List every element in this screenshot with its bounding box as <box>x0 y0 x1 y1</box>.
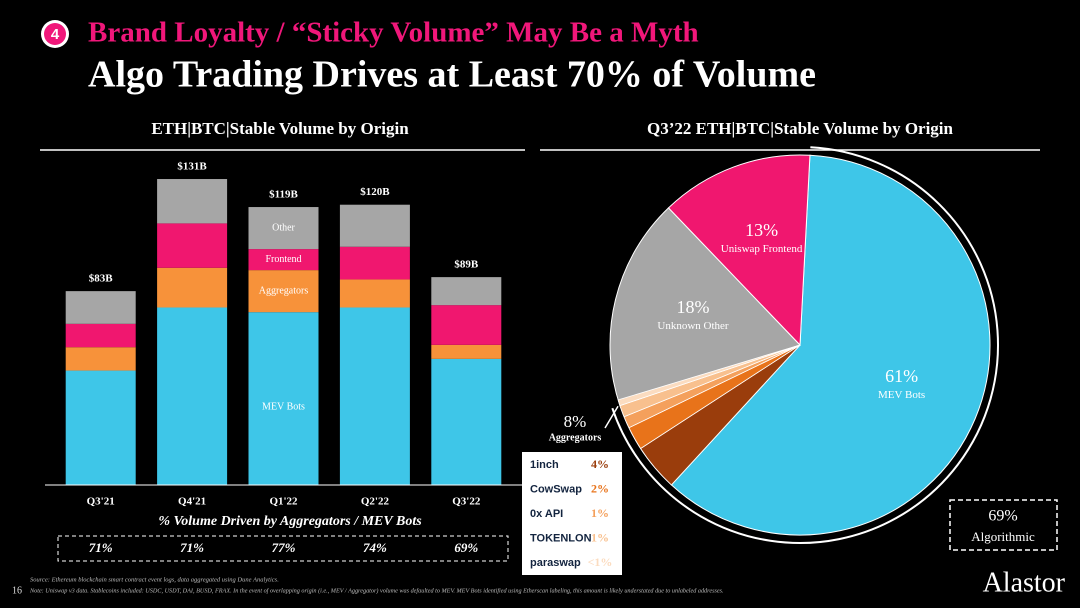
share-label: 77% <box>272 540 296 555</box>
total-label: $119B <box>269 189 298 201</box>
bar-segment <box>248 207 319 250</box>
legend-name: CowSwap <box>530 483 582 495</box>
share-title: % Volume Driven by Aggregators / MEV Bot… <box>158 514 422 529</box>
bar-segment <box>431 277 502 306</box>
pie-slice <box>667 154 811 347</box>
x-tick-label: Q3'21 <box>87 496 115 508</box>
share-label: 71% <box>180 540 204 555</box>
callout-text: Algorithmic <box>971 529 1035 544</box>
segment-label: Other <box>272 222 295 233</box>
legend-name: paraswap <box>530 557 581 569</box>
share-label: 69% <box>454 540 478 555</box>
slice-name: MEV Bots <box>878 389 925 401</box>
legend-value: 1% <box>591 530 609 544</box>
bar-segment <box>431 305 502 345</box>
bar-segment <box>339 279 410 308</box>
headline: Brand Loyalty / “Sticky Volume” May Be a… <box>88 17 699 49</box>
bar-segment <box>248 312 319 485</box>
total-label: $120B <box>360 186 390 198</box>
share-label: 71% <box>89 540 113 555</box>
total-label: $89B <box>454 259 479 271</box>
bar-segment <box>65 323 136 348</box>
legend-name: 1inch <box>530 459 559 471</box>
x-tick-label: Q4'21 <box>178 496 206 508</box>
slice-value: 18% <box>676 297 709 317</box>
algorithmic-bracket <box>611 146 999 544</box>
total-label: $131B <box>177 161 207 173</box>
legend-value: 1% <box>591 506 609 520</box>
bar-segment <box>65 370 136 485</box>
slice-value: 13% <box>745 220 778 240</box>
segment-label: MEV Bots <box>262 402 305 413</box>
segment-label: Aggregators <box>259 285 309 296</box>
aggregator-pointer <box>604 405 619 429</box>
share-box <box>57 535 509 562</box>
total-label: $83B <box>89 273 114 285</box>
bar-segment <box>339 307 410 485</box>
legend-name: TOKENLON <box>530 532 592 544</box>
bar-segment <box>248 270 319 313</box>
bar-segment <box>157 267 228 308</box>
bar-segment <box>248 249 319 271</box>
x-tick-label: Q3'22 <box>452 496 481 508</box>
callout-value: 69% <box>988 508 1017 525</box>
sub-slice <box>617 344 801 407</box>
x-tick-label: Q2'22 <box>361 496 390 508</box>
bar-segment <box>65 347 136 371</box>
legend-value: <1% <box>588 555 613 569</box>
pie-slice <box>670 154 991 536</box>
bar-chart-title: ETH|BTC|Stable Volume by Origin <box>151 119 409 138</box>
x-tick-label: Q1'22 <box>269 496 298 508</box>
slide-number: 4 <box>51 26 60 43</box>
bar-segment <box>65 291 136 324</box>
slice-name: Unknown Other <box>657 320 729 332</box>
bar-segment <box>157 223 228 268</box>
slice-name: Aggregators <box>549 432 602 443</box>
segment-label: Frontend <box>265 254 301 265</box>
share-label: 74% <box>363 540 387 555</box>
callout-box <box>949 499 1058 551</box>
footnote: Source: Ethereum blockchain smart contra… <box>30 576 279 583</box>
logo: Alastor <box>983 567 1066 598</box>
legend-value: 2% <box>591 481 609 495</box>
bar-segment <box>157 307 228 485</box>
bar-segment <box>157 179 228 224</box>
page-number: 16 <box>12 585 22 596</box>
slice-name: Uniswap Frontend <box>721 243 803 255</box>
bar-segment <box>431 358 502 485</box>
aggregator-legend <box>522 452 622 575</box>
footnote: Note: Uniswap v3 data. Stablecoins inclu… <box>29 587 724 594</box>
slice-value: 8% <box>564 412 587 431</box>
number-badge-inner <box>44 23 66 45</box>
legend-name: 0x API <box>530 508 563 520</box>
slice-value: 61% <box>885 366 918 386</box>
title: Algo Trading Drives at Least 70% of Volu… <box>88 54 816 96</box>
bar-segment <box>339 204 410 247</box>
legend-value: 4% <box>591 457 609 471</box>
bar-segment <box>339 246 410 280</box>
bar-segment <box>431 344 502 359</box>
pie-chart-title: Q3’22 ETH|BTC|Stable Volume by Origin <box>647 119 954 138</box>
pie-slice <box>609 207 801 407</box>
